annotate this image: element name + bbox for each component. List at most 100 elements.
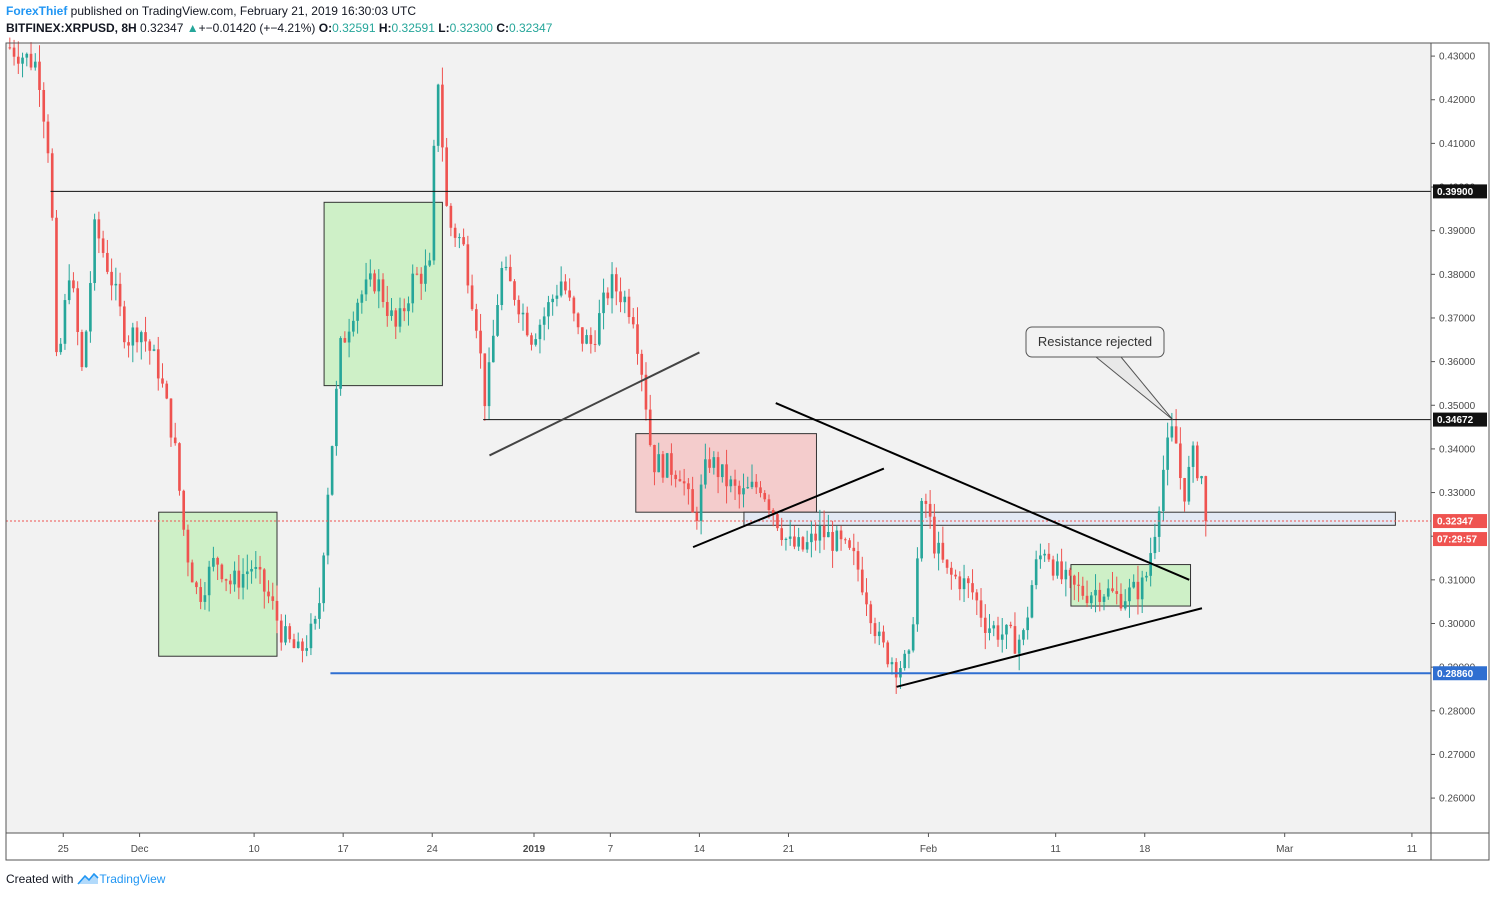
candle-body-9 (46, 121, 50, 154)
candle-body-37 (165, 383, 169, 399)
candle-body-258 (1102, 596, 1106, 602)
candle-body-65 (284, 626, 287, 643)
candle-body-170 (729, 479, 733, 487)
y-tick-label-4: 0.39000 (1439, 226, 1476, 237)
candle-body-97 (419, 273, 423, 284)
candle-body-265 (1132, 581, 1136, 588)
y-tick-label-1: 0.42000 (1439, 95, 1476, 106)
candle-body-20 (93, 219, 96, 284)
x-tick-label-11: 18 (1139, 844, 1151, 855)
candle-body-149 (640, 353, 644, 375)
candle-body-72 (313, 618, 317, 624)
price-axis[interactable]: 0.430000.420000.410000.400000.390000.380… (1431, 52, 1476, 805)
candle-body-231 (988, 628, 991, 633)
open-label: O: (318, 21, 333, 35)
candle-body-31 (139, 332, 143, 343)
author-name[interactable]: ForexThief (6, 4, 68, 18)
candle-body-266 (1136, 581, 1140, 600)
candle-body-167 (716, 457, 720, 478)
candle-body-30 (135, 327, 139, 343)
candle-body-106 (458, 237, 461, 239)
candle-body-163 (699, 484, 703, 521)
candle-body-267 (1140, 577, 1144, 600)
candle-body-73 (318, 603, 321, 619)
candle-body-8 (42, 89, 46, 122)
price-change: +−0.01420 (+−4.21%) (198, 21, 316, 35)
candle-body-29 (131, 327, 135, 346)
candle-body-232 (992, 625, 996, 629)
candle-body-14 (67, 280, 71, 301)
close-value: 0.32347 (508, 21, 553, 35)
candle-body-11 (55, 217, 58, 353)
candle-body-82 (356, 302, 359, 321)
levels-layer (6, 190, 1431, 675)
level-tag-1-bg (1433, 412, 1487, 427)
candle-body-46 (203, 595, 207, 602)
candle-body-112 (483, 353, 487, 407)
candle-body-123 (530, 335, 533, 345)
candle-body-282 (1204, 476, 1208, 522)
candle-body-16 (76, 288, 79, 333)
candle-body-197 (843, 539, 847, 541)
candle-body-113 (487, 362, 491, 407)
candle-body-189 (810, 533, 813, 543)
candle-body-116 (500, 267, 504, 306)
candle-body-28 (127, 342, 130, 346)
high-value: 0.32591 (391, 21, 435, 35)
candle-body-215 (920, 500, 923, 559)
candle-body-86 (373, 273, 376, 292)
countdown-tag-label: 07:29:57 (1437, 535, 1477, 546)
candle-body-127 (547, 302, 550, 317)
candle-body-252 (1077, 584, 1080, 586)
candle-body-273 (1166, 437, 1169, 470)
candle-body-134 (576, 313, 580, 328)
candle-body-152 (653, 444, 656, 473)
candle-body-214 (916, 558, 919, 625)
candle-body-109 (470, 285, 474, 310)
candle-body-79 (343, 338, 347, 343)
candle-body-48 (212, 557, 215, 567)
candle-body-84 (364, 279, 368, 295)
candle-body-87 (377, 279, 381, 292)
candle-body-146 (627, 296, 631, 318)
candle-body-251 (1073, 575, 1076, 585)
candle-body-35 (156, 349, 160, 379)
candle-body-77 (335, 388, 338, 447)
candle-body-207 (886, 642, 890, 665)
candle-body-203 (869, 604, 873, 624)
candle-body-259 (1106, 588, 1110, 597)
candle-body-143 (614, 274, 618, 292)
candle-body-64 (279, 620, 283, 643)
candle-body-25 (114, 283, 118, 286)
candle-body-185 (793, 536, 796, 547)
time-axis[interactable]: 25 Dec 10 17 24 2019 7 14 21 Feb 11 18 Mar 11 (58, 833, 1418, 855)
candle-body-102 (441, 84, 444, 148)
candle-body-233 (996, 625, 1000, 640)
candle-body-161 (691, 489, 694, 513)
candle-body-38 (169, 398, 173, 438)
candle-body-6 (33, 61, 37, 68)
candle-body-175 (750, 481, 754, 488)
candle-body-70 (305, 648, 309, 651)
symbol-label: BITFINEX:XRPUSD, 8H (6, 21, 137, 35)
tradingview-link[interactable]: TradingView (77, 872, 165, 886)
candle-body-51 (224, 579, 228, 581)
candle-body-96 (415, 273, 419, 275)
candle-body-234 (1000, 634, 1004, 640)
candle-body-183 (784, 538, 788, 541)
candle-body-121 (521, 312, 525, 315)
published-text: published on TradingView.com, February 2… (67, 4, 416, 18)
candle-body-120 (517, 299, 521, 315)
candle-body-43 (190, 562, 194, 583)
candle-body-93 (402, 308, 406, 312)
candle-body-3 (21, 57, 24, 64)
candle-body-55 (241, 574, 245, 588)
candle-body-4 (25, 53, 29, 58)
candle-body-225 (962, 578, 966, 590)
trendline-2 (775, 402, 1190, 581)
x-tick-label-7: 14 (694, 844, 706, 855)
candle-body-26 (118, 283, 122, 307)
candle-body-245 (1047, 553, 1051, 560)
candle-body-182 (780, 528, 784, 541)
